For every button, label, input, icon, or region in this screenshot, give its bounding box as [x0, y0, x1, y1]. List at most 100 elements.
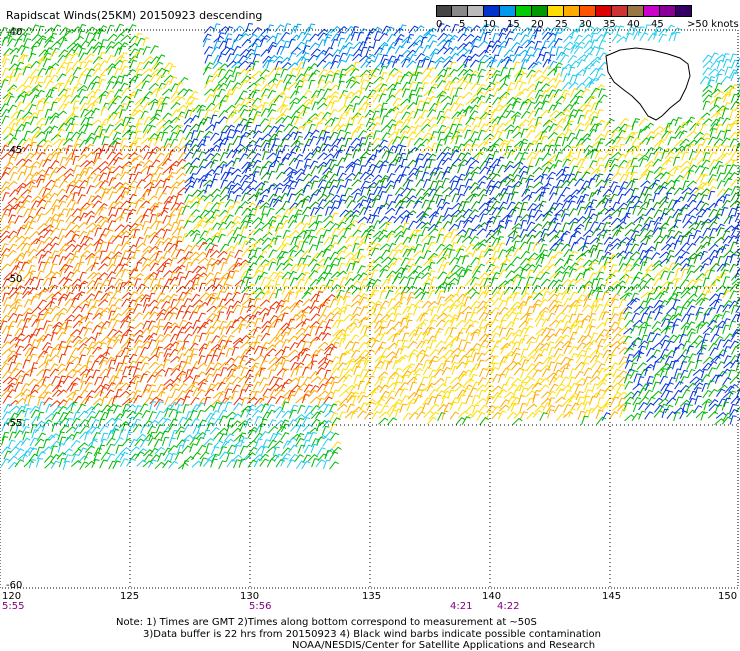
- wind-barb: [50, 237, 59, 244]
- wind-barb: [445, 336, 453, 344]
- wind-barb: [599, 95, 608, 102]
- wind-barb: [235, 207, 243, 215]
- wind-barb: [436, 145, 443, 154]
- wind-barb: [310, 161, 318, 169]
- wind-barb: [463, 92, 473, 98]
- wind-barb: [717, 228, 725, 236]
- wind-barb: [148, 355, 158, 361]
- wind-barb: [464, 342, 471, 350]
- wind-barb: [269, 262, 276, 270]
- wind-barb: [324, 154, 334, 160]
- wind-barb: [295, 169, 305, 175]
- wind-barb: [556, 47, 562, 56]
- wind-barb: [193, 336, 200, 344]
- wind-barb: [59, 40, 67, 48]
- wind-barb: [49, 172, 57, 180]
- wind-barb: [37, 118, 46, 125]
- wind-barb: [602, 292, 609, 301]
- wind-barb: [350, 96, 359, 103]
- wind-barb: [527, 364, 536, 371]
- wind-barb: [51, 42, 61, 48]
- wind-barb: [23, 196, 32, 203]
- wind-barb: [736, 363, 740, 371]
- wind-barb: [44, 76, 52, 84]
- wind-barb: [282, 116, 291, 123]
- wind-barb: [92, 326, 101, 334]
- wind-barb: [352, 342, 360, 350]
- wind-barb: [282, 154, 291, 161]
- wind-barb: [175, 194, 182, 203]
- wind-barb: [322, 286, 331, 293]
- wind-barb: [101, 108, 108, 117]
- wind-barb: [359, 335, 369, 341]
- wind-barb: [596, 74, 605, 81]
- wind-barb: [322, 144, 331, 151]
- wind-barb: [164, 327, 172, 335]
- wind-barb: [58, 83, 65, 92]
- wind-barb: [681, 145, 690, 152]
- wind-barb: [85, 144, 94, 151]
- wind-barb: [238, 56, 247, 63]
- wind-barb: [36, 207, 45, 215]
- wind-barb: [435, 207, 443, 215]
- wind-barb: [694, 255, 701, 264]
- wind-barb: [303, 256, 311, 264]
- wind-barb: [337, 130, 344, 138]
- wind-barb: [323, 81, 332, 88]
- wind-barb: [415, 328, 422, 336]
- wind-barb: [246, 188, 256, 194]
- wind-barb: [617, 26, 624, 34]
- wind-barb: [15, 340, 23, 348]
- wind-barb: [150, 279, 157, 287]
- wind-barb: [78, 223, 88, 230]
- wind-barb: [464, 82, 472, 90]
- wind-barb: [95, 333, 102, 342]
- wind-barb: [696, 201, 704, 209]
- wind-barb: [548, 133, 558, 140]
- wind-barb: [163, 263, 170, 271]
- wind-barb: [568, 115, 576, 123]
- wind-barb: [407, 292, 414, 300]
- wind-barb: [267, 349, 277, 355]
- wind-barb: [30, 347, 38, 355]
- wind-barb: [702, 258, 712, 264]
- wind-barb: [710, 348, 718, 356]
- wind-barb: [611, 294, 620, 301]
- wind-barb: [136, 243, 146, 249]
- wind-barb: [179, 78, 188, 85]
- wind-barb: [409, 221, 417, 229]
- wind-barb: [205, 110, 213, 118]
- wind-barb: [527, 342, 535, 350]
- wind-barb: [591, 88, 600, 95]
- wind-barb: [372, 215, 380, 223]
- wind-barb: [359, 343, 368, 350]
- wind-barb: [15, 305, 23, 313]
- wind-barb: [205, 95, 214, 103]
- wind-barb: [462, 307, 472, 313]
- wind-barb: [241, 227, 248, 236]
- wind-barb: [337, 167, 344, 176]
- wind-barb: [105, 286, 115, 292]
- wind-barb: [555, 259, 564, 266]
- wind-barb: [330, 224, 339, 231]
- wind-barb: [532, 224, 542, 231]
- wind-barb: [46, 67, 54, 75]
- wind-barb: [707, 80, 714, 88]
- wind-barb: [641, 313, 648, 321]
- wind-barb: [28, 105, 36, 113]
- wind-barb: [36, 356, 44, 364]
- wind-barb: [16, 85, 26, 92]
- wind-barb: [534, 151, 543, 159]
- wind-barb: [66, 285, 74, 293]
- wind-barb: [281, 32, 290, 39]
- wind-barb: [497, 60, 505, 68]
- wind-barb: [511, 112, 521, 118]
- wind-barb: [0, 173, 9, 180]
- wind-barb: [23, 122, 31, 130]
- wind-barb: [361, 80, 368, 89]
- wind-barb: [184, 334, 193, 341]
- wind-barb: [205, 185, 212, 194]
- wind-barb: [721, 208, 728, 217]
- wind-barb: [177, 347, 186, 355]
- wind-barb: [252, 71, 262, 77]
